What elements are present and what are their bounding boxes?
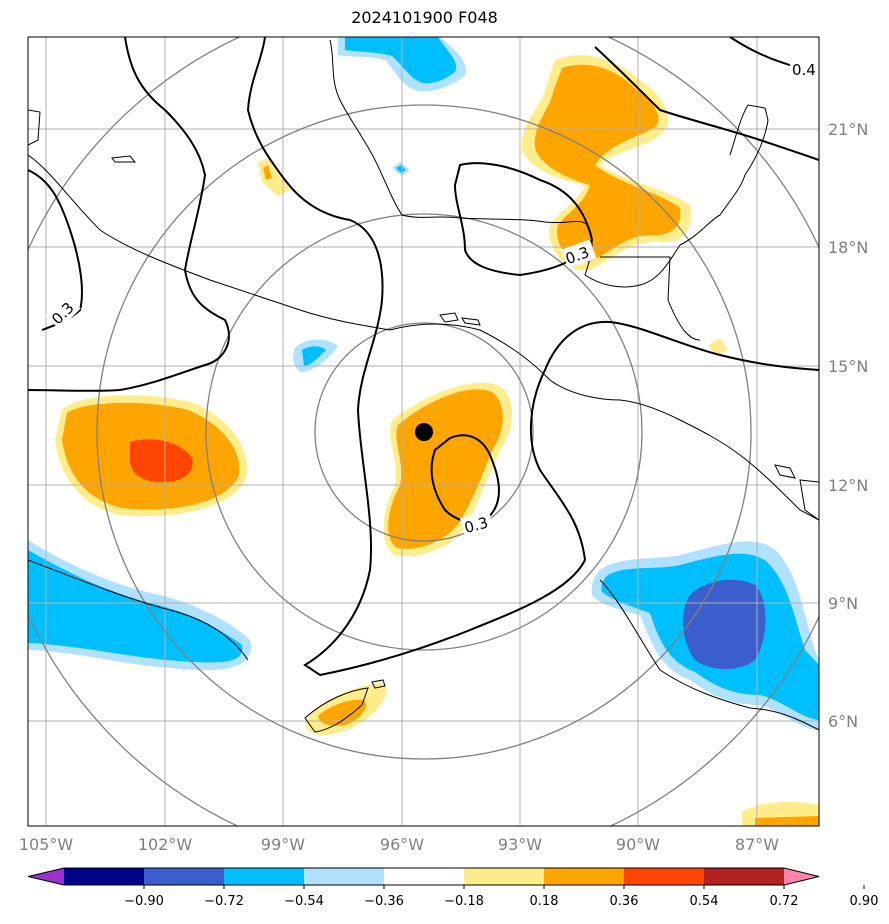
- contour-label: 0.3: [462, 513, 490, 537]
- lat-label: 18°N: [828, 238, 868, 257]
- colorbar-tick-label: 0.54: [690, 894, 719, 909]
- map-title: 2024101900 F048: [351, 8, 498, 27]
- colorbar-tick-label: −0.54: [284, 894, 324, 909]
- colorbar-tick-label: 0.90: [850, 894, 879, 909]
- latitude-labels: 21°N 18°N 15°N 12°N 9°N 6°N: [828, 120, 868, 731]
- map-frame: [27, 36, 820, 827]
- graticule: [28, 37, 819, 826]
- lat-label: 9°N: [828, 594, 858, 613]
- lon-label: 87°W: [735, 835, 779, 854]
- lon-label: 99°W: [261, 835, 305, 854]
- negative-anomaly-fills: [28, 37, 819, 730]
- colorbar-segment: [224, 868, 305, 885]
- contour-label: 0.4: [792, 61, 816, 79]
- colorbar-segment: [304, 868, 385, 885]
- colorbar-segment: [624, 868, 705, 885]
- colorbar-tick-label: 0.72: [770, 894, 799, 909]
- range-rings: [28, 37, 819, 826]
- positive-anomaly-fills: [55, 55, 819, 826]
- colorbar-outline: [27, 867, 820, 886]
- colorbar-segment: [704, 868, 785, 885]
- colorbar: −0.90 −0.72 −0.54 −0.36 −0.18 0.18 0.36 0.54 0.7…: [27, 867, 879, 909]
- lat-label: 15°N: [828, 357, 868, 376]
- lat-label: 21°N: [828, 120, 868, 139]
- lat-label: 6°N: [828, 712, 858, 731]
- colorbar-tick-label: −0.72: [204, 894, 244, 909]
- colorbar-tick-label: −0.18: [444, 894, 484, 909]
- lon-label: 102°W: [138, 835, 193, 854]
- colorbar-segment: [384, 868, 465, 885]
- colorbar-tick-label: −0.36: [364, 894, 404, 909]
- lon-label: 93°W: [498, 835, 542, 854]
- lon-label: 90°W: [616, 835, 660, 854]
- lat-label: 12°N: [828, 476, 868, 495]
- storm-center-marker: [415, 423, 433, 441]
- lon-label: 96°W: [380, 835, 424, 854]
- colorbar-extend-high: [784, 868, 819, 885]
- colorbar-tick-label: −0.90: [124, 894, 164, 909]
- longitude-labels: 105°W 102°W 99°W 96°W 93°W 90°W 87°W: [19, 835, 779, 854]
- colorbar-extend-low: [28, 868, 64, 885]
- colorbar-tick-label: 0.18: [530, 894, 559, 909]
- colorbar-segment: [64, 868, 145, 885]
- colorbar-tick-label: 0.36: [610, 894, 639, 909]
- colorbar-segment: [144, 868, 225, 885]
- colorbar-segment: [544, 868, 625, 885]
- lon-label: 105°W: [19, 835, 74, 854]
- colorbar-segment: [464, 868, 545, 885]
